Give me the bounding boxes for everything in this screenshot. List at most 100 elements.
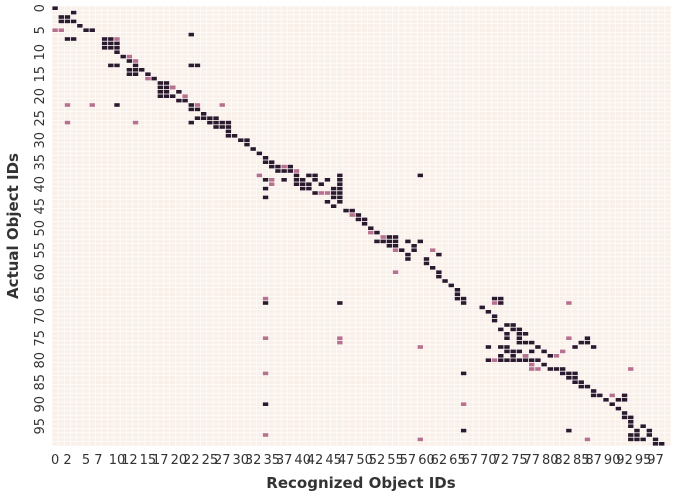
heatmap-cell-weak <box>392 270 399 274</box>
x-tick-label: 90 <box>604 453 621 468</box>
heatmap-cell-strong <box>330 195 337 200</box>
heatmap-cell-strong <box>324 178 331 182</box>
heatmap-cell-strong <box>126 59 133 63</box>
heatmap-cell-strong <box>132 68 139 72</box>
heatmap-cell-strong <box>479 305 485 310</box>
heatmap-cell-strong <box>163 94 170 98</box>
y-tick-label: 5 <box>33 26 48 34</box>
heatmap-cell-strong <box>101 46 108 50</box>
x-tick-label: 92 <box>616 453 633 468</box>
heatmap-cell-strong <box>89 28 95 32</box>
y-tick-label: 40 <box>33 176 48 193</box>
heatmap-cell-weak <box>132 120 139 125</box>
heatmap-cell-strong <box>70 10 77 15</box>
heatmap-cell-strong <box>83 28 89 32</box>
heatmap-cell-strong <box>114 41 120 46</box>
heatmap-cell-strong <box>108 63 114 68</box>
heatmap-cell-strong <box>287 169 294 173</box>
heatmap-cell-weak <box>368 230 374 235</box>
heatmap-cell-strong <box>448 283 454 288</box>
y-tick-label: 45 <box>33 198 48 215</box>
heatmap-cell-strong <box>262 160 269 164</box>
heatmap-cell-strong <box>584 336 591 340</box>
heatmap-cell-strong <box>603 398 609 402</box>
y-tick-label: 60 <box>33 264 48 281</box>
heatmap-cell-strong <box>628 415 634 420</box>
heatmap-cell-strong <box>269 160 275 164</box>
heatmap-cell-strong <box>485 345 492 349</box>
heatmap-cell-strong <box>194 107 201 112</box>
heatmap-cell-strong <box>510 323 516 327</box>
heatmap-cell-strong <box>498 301 504 305</box>
heatmap-cell-weak <box>269 178 275 182</box>
heatmap-cell-strong <box>417 239 423 244</box>
heatmap-cell-strong <box>108 37 114 41</box>
heatmap-cell-strong <box>337 191 343 195</box>
x-tick-label: 70 <box>480 453 497 468</box>
x-tick-label: 82 <box>554 453 571 468</box>
heatmap-cell-strong <box>522 332 529 336</box>
heatmap-cell-strong <box>392 235 399 239</box>
heatmap-cell-strong <box>541 362 547 367</box>
heatmap-cell-strong <box>58 15 64 19</box>
heatmap-cell-weak <box>89 103 95 107</box>
heatmap-cell-strong <box>529 358 535 362</box>
heatmap-cell-strong <box>256 151 263 156</box>
heatmap-cell-strong <box>504 358 510 362</box>
heatmap-cell-weak <box>566 336 572 340</box>
heatmap-cell-strong <box>652 437 659 442</box>
heatmap-cell-strong <box>132 63 139 68</box>
heatmap-cell-strong <box>386 239 393 244</box>
heatmap-cell-strong <box>275 169 281 173</box>
heatmap-cell-weak <box>584 437 591 442</box>
heatmap-cell-strong <box>225 120 232 125</box>
heatmap-cell-strong <box>615 398 622 402</box>
heatmap-cell-strong <box>529 349 535 354</box>
heatmap-cell-strong <box>139 68 145 72</box>
heatmap-cell-strong <box>231 134 238 138</box>
heatmap-cell-weak <box>114 37 120 41</box>
heatmap-cell-strong <box>306 182 312 186</box>
heatmap-cell-strong <box>646 433 653 437</box>
heatmap-cell-strong <box>516 358 523 362</box>
heatmap-cell-weak <box>269 182 275 186</box>
x-tick-label: 60 <box>418 453 435 468</box>
heatmap-cell-strong <box>200 116 207 120</box>
heatmap-cell-strong <box>423 257 430 261</box>
heatmap-cell-strong <box>262 402 269 406</box>
x-tick-label: 42 <box>307 453 324 468</box>
x-tick-label: 25 <box>202 453 219 468</box>
heatmap-cell-weak <box>380 235 386 239</box>
heatmap-cell-weak <box>609 393 615 398</box>
y-tick-label: 10 <box>33 44 48 61</box>
heatmap-cell-strong <box>64 37 71 41</box>
heatmap-cell-strong <box>405 252 411 257</box>
heatmap-cell-weak <box>529 367 535 371</box>
heatmap-cell-strong <box>374 239 380 244</box>
x-tick-label: 17 <box>152 453 169 468</box>
heatmap-cell-strong <box>578 384 584 389</box>
x-tick-label: 77 <box>523 453 540 468</box>
heatmap-cell-strong <box>436 274 442 279</box>
heatmap-cell-strong <box>188 32 194 37</box>
heatmap-cell-strong <box>522 358 529 362</box>
heatmap-cell-strong <box>324 200 331 204</box>
heatmap-cell-strong <box>504 345 510 349</box>
heatmap-cell-strong <box>621 393 628 398</box>
heatmap-cell-strong <box>157 81 164 85</box>
heatmap-cell-strong <box>355 213 362 217</box>
heatmap-cell-strong <box>621 398 628 402</box>
heatmap-cell-strong <box>572 371 578 376</box>
x-tick-label: 12 <box>121 453 138 468</box>
heatmap-cell-weak <box>52 28 58 32</box>
heatmap-cell-strong <box>405 257 411 261</box>
x-tick-label: 55 <box>387 453 404 468</box>
heatmap-cell-strong <box>460 296 467 301</box>
heatmap-cell-strong <box>559 367 566 371</box>
heatmap-cell-weak <box>460 402 467 406</box>
heatmap-cell-strong <box>609 402 615 406</box>
heatmap-cell-strong <box>460 371 467 376</box>
heatmap-cell-strong <box>361 217 368 222</box>
heatmap-cell-strong <box>262 301 269 305</box>
y-tick-label: 50 <box>33 220 48 237</box>
